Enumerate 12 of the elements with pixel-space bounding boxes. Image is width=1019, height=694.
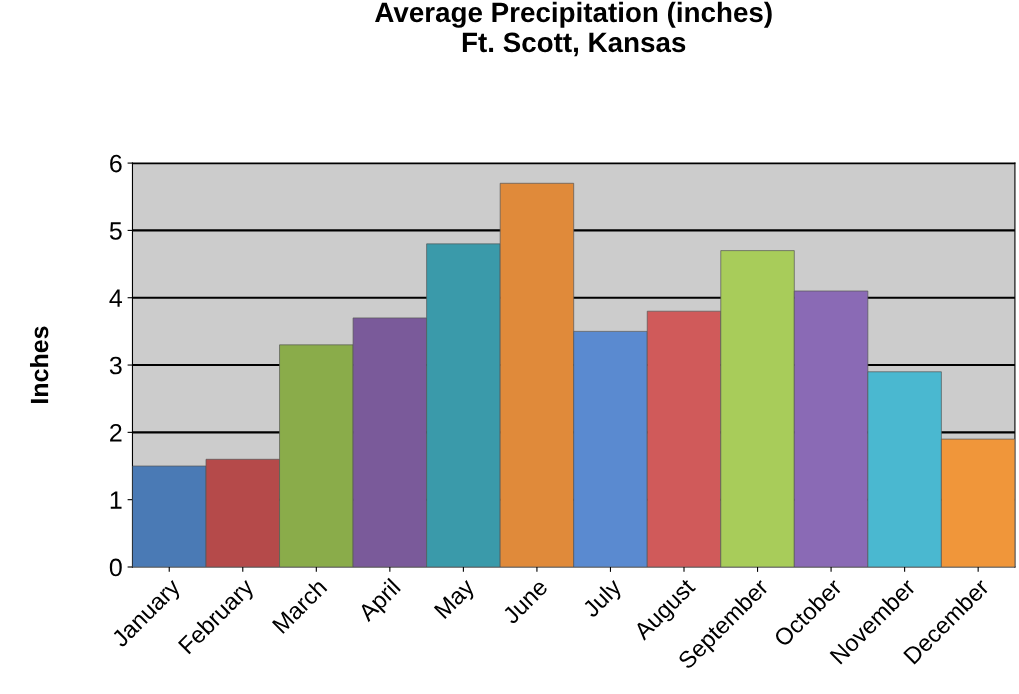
y-axis-title: Inches [29,326,49,403]
y-tick-label: 1 [110,491,122,509]
x-tick-label: June [501,578,549,625]
y-tick-label: 3 [109,356,122,375]
x-tick-label: July [581,576,626,622]
chart-title: Average Precipitation (inches) Ft. Scott, Kansas [375,1,772,57]
y-tick-label: 2 [110,423,122,442]
y-tick-label: 6 [110,154,122,173]
x-tick-label: May [433,577,479,623]
y-tick-label: 4 [109,289,123,307]
y-tick-label: 0 [109,558,122,577]
y-tick-label: 5 [109,222,122,240]
